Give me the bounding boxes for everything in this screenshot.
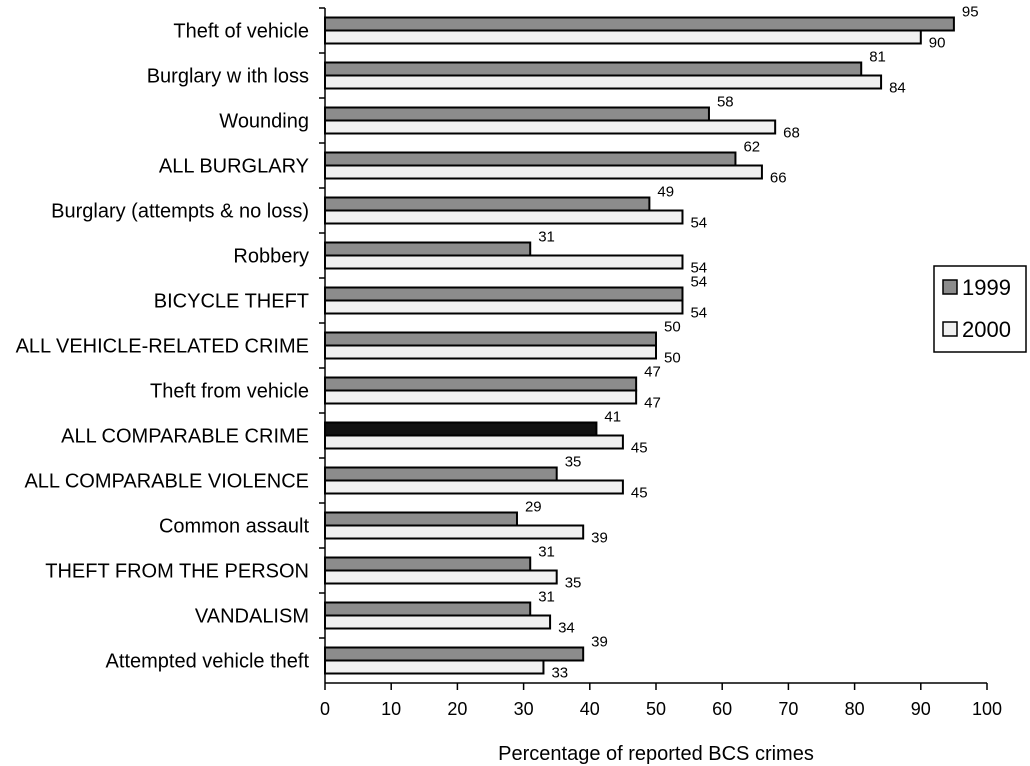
- legend-swatch-2000: [942, 321, 958, 337]
- bar-2000: [324, 29, 922, 45]
- x-tick-label: 100: [972, 699, 1002, 719]
- bar-2000: [324, 524, 585, 540]
- value-label-2000: 84: [889, 80, 906, 97]
- value-label-2000: 54: [690, 305, 707, 322]
- value-label-1999: 41: [604, 409, 621, 426]
- value-label-2000: 50: [664, 350, 681, 367]
- value-label-1999: 31: [538, 589, 555, 606]
- value-label-2000: 45: [631, 485, 648, 502]
- bar-1999: [324, 16, 955, 32]
- category-label: Burglary (attempts & no loss): [51, 201, 309, 223]
- value-label-2000: 54: [690, 260, 707, 277]
- x-tick-label: 30: [514, 699, 534, 719]
- category-label: THEFT FROM THE PERSON: [45, 561, 309, 583]
- value-label-2000: 54: [690, 215, 707, 232]
- bar-2000: [324, 74, 883, 90]
- category-label: BICYCLE THEFT: [154, 291, 309, 313]
- x-tick-label: 70: [778, 699, 798, 719]
- bar-1999: [324, 511, 518, 527]
- value-label-2000: 34: [558, 620, 575, 637]
- bar-1999: [324, 106, 710, 122]
- bar-1999: [324, 196, 651, 212]
- bar-1999: [324, 646, 585, 662]
- x-tick-label: 20: [447, 699, 467, 719]
- legend: 1999 2000: [933, 265, 1027, 353]
- bar-2000: [324, 389, 638, 405]
- bar-2000: [324, 119, 777, 135]
- category-labels: Theft of vehicle Burglary w ith loss Wound…: [16, 21, 310, 673]
- value-label-1999: 95: [962, 4, 979, 21]
- bar-2000: [324, 479, 624, 495]
- bar-1999: [324, 151, 737, 167]
- x-axis: 0 10 20 30 40 50 60 70 80 90 100: [319, 7, 1002, 719]
- bar-1999: [324, 466, 558, 482]
- value-label-1999: 54: [690, 274, 707, 291]
- x-tick-label: 80: [845, 699, 865, 719]
- bar-2000: [324, 614, 552, 630]
- bar-2000: [324, 164, 763, 180]
- bar-2000: [324, 659, 545, 675]
- bar-2000: [324, 569, 558, 585]
- category-label: VANDALISM: [195, 606, 309, 628]
- x-tick-label: 0: [320, 699, 330, 719]
- value-label-2000: 68: [783, 125, 800, 142]
- bar-1999: [324, 241, 532, 257]
- value-label-1999: 62: [743, 139, 760, 156]
- category-label: Attempted vehicle theft: [106, 651, 310, 673]
- category-label: ALL BURGLARY: [159, 156, 309, 178]
- category-label: Theft of vehicle: [173, 21, 309, 43]
- value-label-1999: 49: [657, 184, 674, 201]
- value-label-2000: 39: [591, 530, 608, 547]
- bars-layer: 9590818458686266495431545454505047474145…: [324, 4, 979, 682]
- x-tick-label: 90: [911, 699, 931, 719]
- category-label: ALL COMPARABLE CRIME: [61, 426, 309, 448]
- bar-2000: [324, 299, 684, 315]
- bar-2000: [324, 344, 657, 360]
- value-label-1999: 58: [717, 94, 734, 111]
- x-tick-label: 40: [580, 699, 600, 719]
- value-label-1999: 31: [538, 544, 555, 561]
- value-label-1999: 31: [538, 229, 555, 246]
- x-tick-label: 50: [646, 699, 666, 719]
- value-label-2000: 66: [770, 170, 787, 187]
- bar-1999: [324, 421, 598, 437]
- value-label-1999: 50: [664, 319, 681, 336]
- value-label-2000: 33: [551, 665, 568, 682]
- category-label: Common assault: [159, 516, 310, 538]
- legend-swatch-1999: [942, 279, 958, 295]
- category-label: Robbery: [233, 246, 309, 268]
- value-label-2000: 47: [644, 395, 661, 412]
- value-label-1999: 35: [565, 454, 582, 471]
- value-label-2000: 45: [631, 440, 648, 457]
- bar-1999: [324, 376, 638, 392]
- x-axis-title: Percentage of reported BCS crimes: [498, 743, 814, 765]
- category-label: Theft from vehicle: [150, 381, 309, 403]
- x-tick-label: 60: [712, 699, 732, 719]
- value-label-1999: 39: [591, 634, 608, 651]
- bar-2000: [324, 209, 684, 225]
- category-label: ALL COMPARABLE VIOLENCE: [24, 471, 309, 493]
- bar-2000: [324, 254, 684, 270]
- x-tick-label: 10: [381, 699, 401, 719]
- value-label-1999: 29: [525, 499, 542, 516]
- bar-1999: [324, 331, 657, 347]
- category-label: Wounding: [219, 111, 309, 133]
- legend-label-2000: 2000: [962, 317, 1011, 342]
- bar-2000: [324, 434, 624, 450]
- legend-label-1999: 1999: [962, 275, 1011, 300]
- bar-1999: [324, 556, 532, 572]
- value-label-1999: 47: [644, 364, 661, 381]
- value-label-2000: 90: [929, 35, 946, 52]
- bar-1999: [324, 286, 684, 302]
- value-label-2000: 35: [565, 575, 582, 592]
- bar-1999: [324, 61, 863, 77]
- bar-1999: [324, 601, 532, 617]
- category-label: ALL VEHICLE-RELATED CRIME: [16, 336, 309, 358]
- value-label-1999: 81: [869, 49, 886, 66]
- category-label: Burglary w ith loss: [147, 66, 309, 88]
